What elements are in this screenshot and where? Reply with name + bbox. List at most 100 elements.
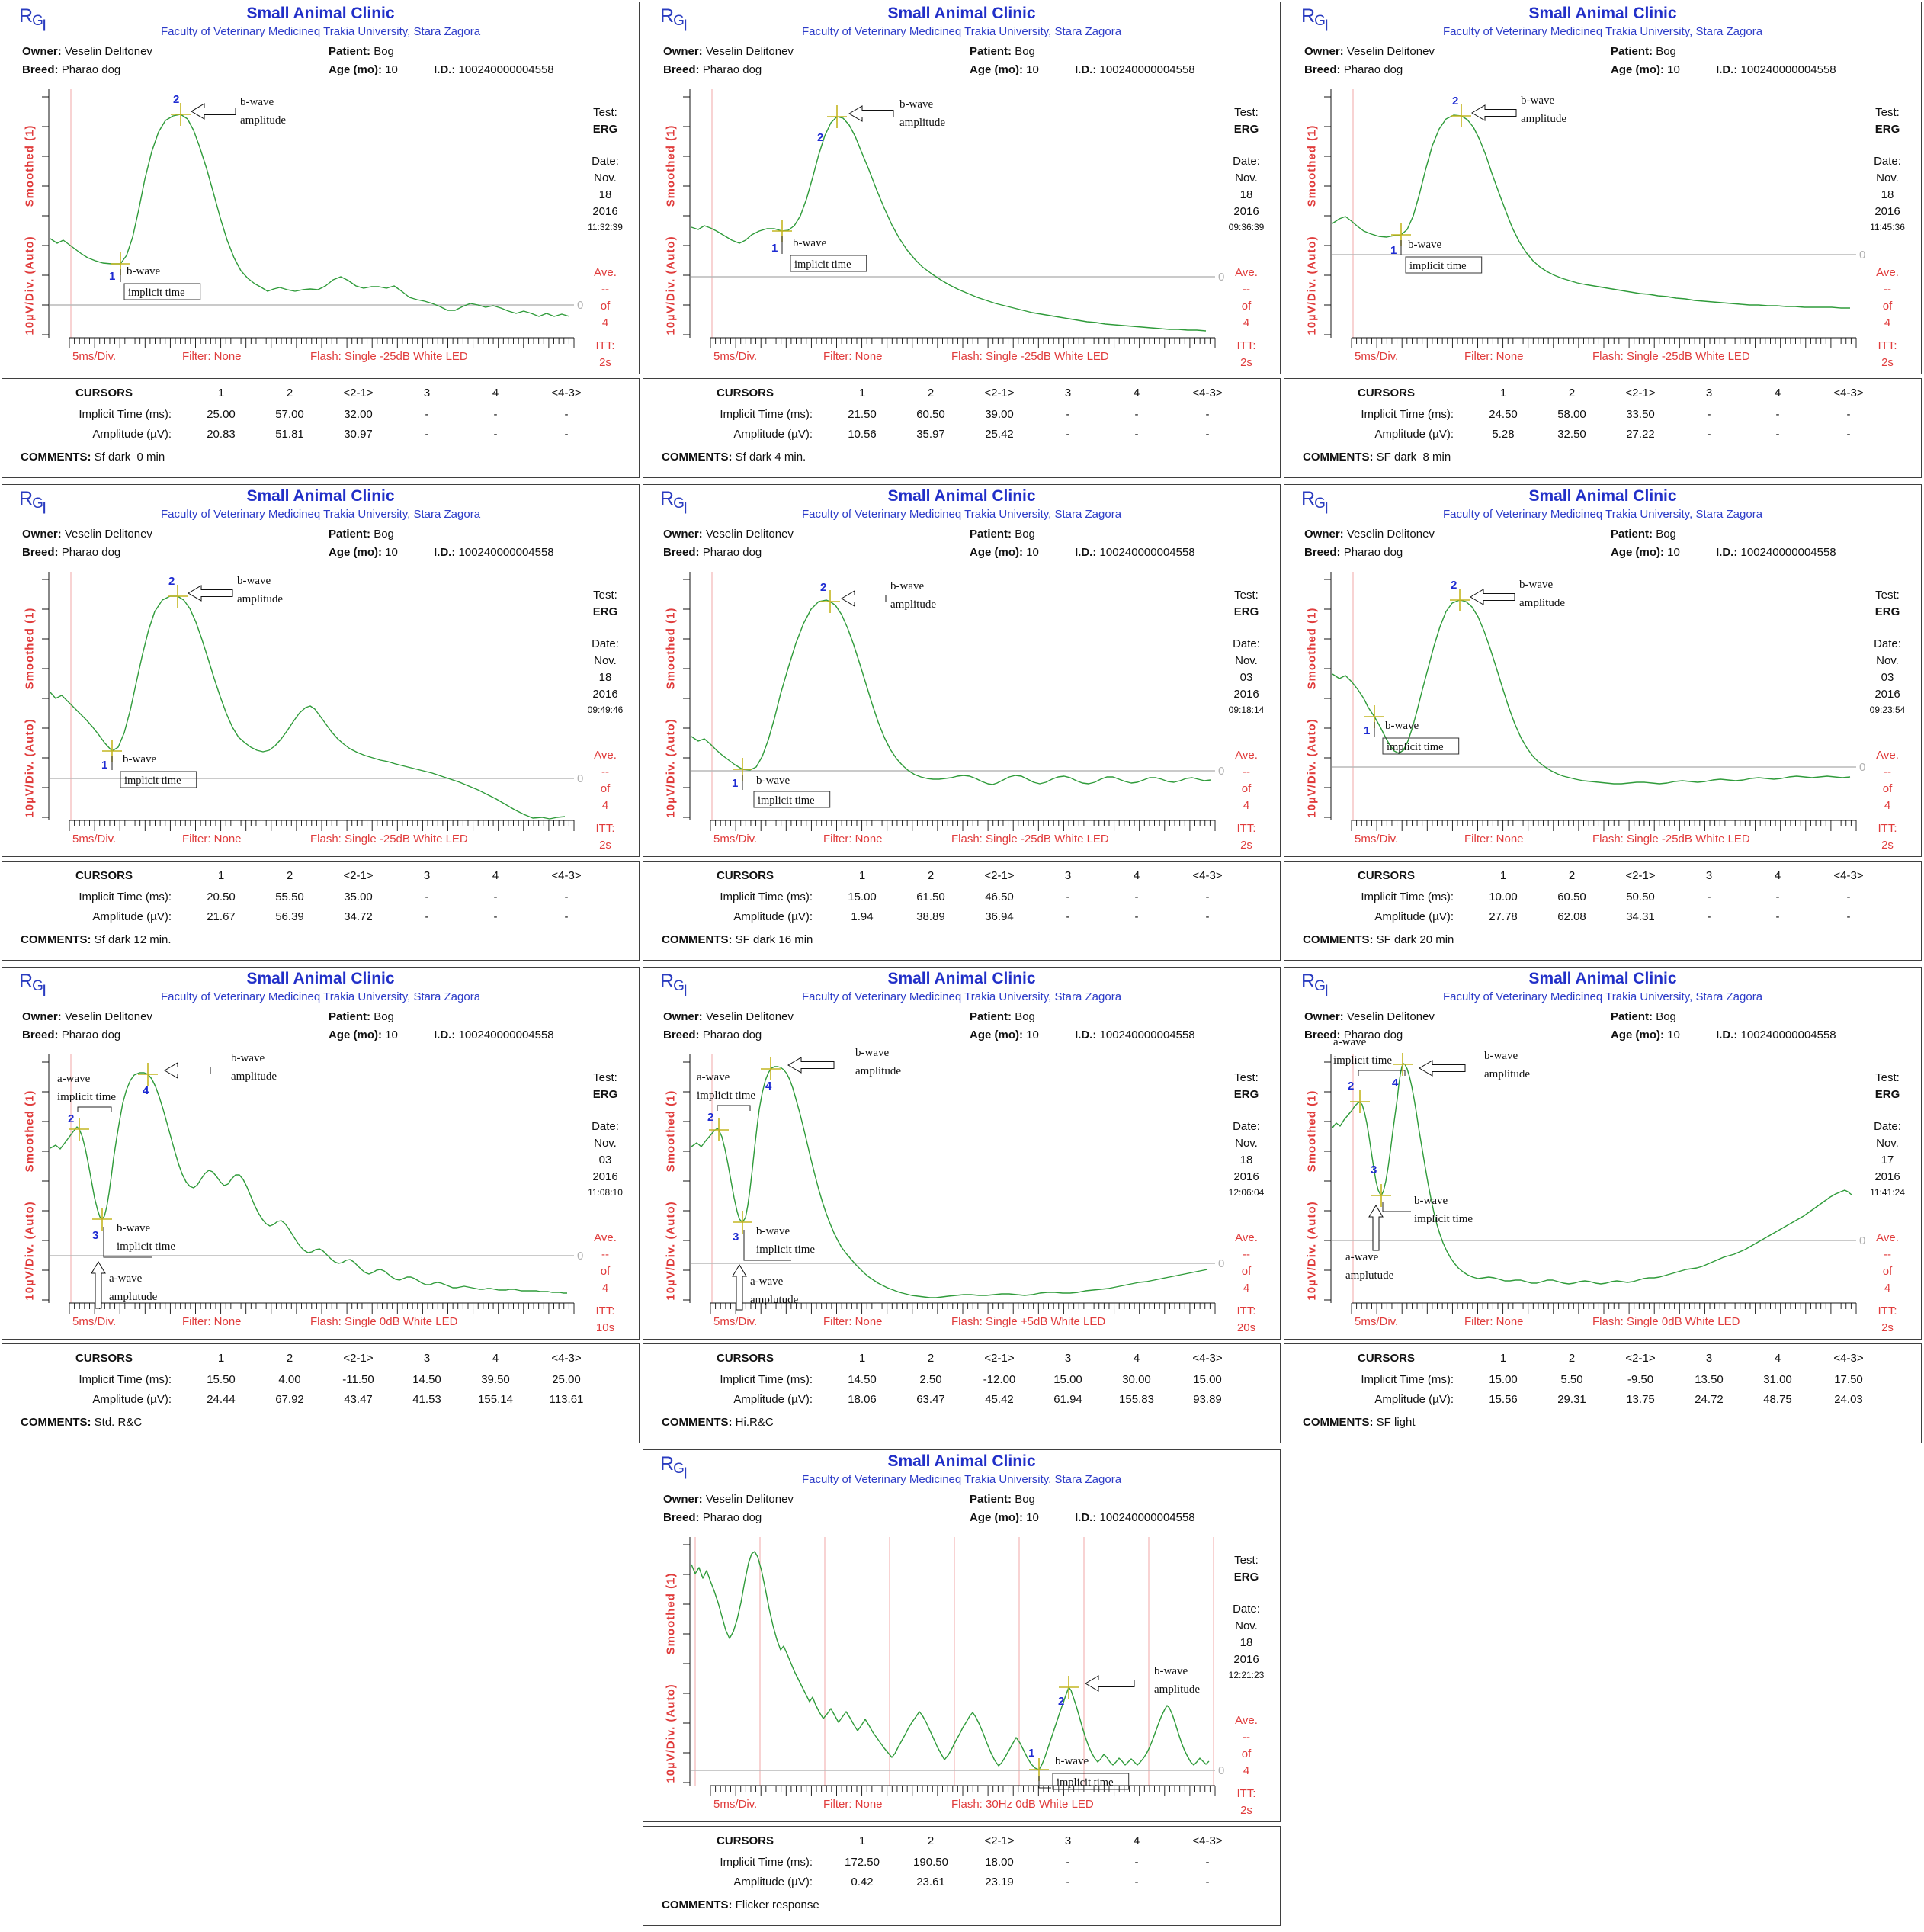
owner-label: Owner: — [22, 1010, 62, 1023]
owner-label: Owner: — [663, 45, 703, 58]
itt-value: 2s — [1881, 356, 1894, 369]
age-value: 10 — [1026, 1511, 1039, 1524]
implicit-time-value: -11.50 — [342, 1373, 374, 1386]
ave-count: 4 — [601, 799, 609, 812]
erg-chart: 0 a-wave implicit time 2 3 b-wave implicit tim… — [42, 1052, 583, 1314]
cursor-number: 1 — [1028, 1747, 1034, 1760]
implicit-time-value: - — [1134, 1856, 1139, 1869]
patient-label: Patient: — [1611, 45, 1653, 58]
cursor-column-header: 4 — [1133, 1352, 1140, 1365]
cursor-column-header: <2-1> — [984, 869, 1015, 882]
id-label: I.D.: — [434, 546, 456, 559]
cursor-number: 1 — [109, 270, 115, 283]
cursor-number: 1 — [732, 777, 738, 790]
flash-label: Flash: Single -25dB White LED — [1592, 350, 1750, 363]
implicit-time-value: 21.50 — [848, 408, 877, 421]
owner-value: Veselin Delitonev — [1346, 1010, 1435, 1023]
breed-line: Breed: Pharao dog — [1304, 63, 1403, 76]
ave-of: of — [1241, 1265, 1252, 1278]
cursor-column-header: 3 — [1064, 1834, 1072, 1847]
date-day: 17 — [1881, 1154, 1894, 1167]
implicit-time-value: 31.00 — [1763, 1373, 1792, 1386]
cursor-column-header: 4 — [1774, 1352, 1781, 1365]
id-value: 100240000004558 — [1099, 1029, 1195, 1041]
comments-value: Sf dark 12 min. — [94, 933, 172, 946]
ave-dashes: -- — [1243, 765, 1250, 778]
date-day: 03 — [1239, 671, 1253, 684]
age-value: 10 — [385, 1029, 398, 1041]
cursors-title: CURSORS — [75, 387, 133, 400]
pointer-arrow-left-icon — [188, 585, 233, 602]
date-time: 11:08:10 — [588, 1187, 623, 1198]
amplitude-value: - — [1134, 910, 1139, 923]
implicit-time-label: Implicit Time (ms): — [720, 1856, 813, 1869]
age-value: 10 — [385, 546, 398, 559]
ave-count: 4 — [1243, 316, 1250, 329]
age-line: Age (mo): 10 — [1611, 546, 1680, 559]
ave-of: of — [1882, 300, 1893, 313]
id-line: I.D.: 100240000004558 — [1716, 546, 1836, 559]
owner-line: Owner: Veselin Delitonev — [663, 1493, 794, 1506]
implicit-time-value: - — [1205, 891, 1210, 903]
amplitude-value: 41.53 — [412, 1393, 441, 1406]
implicit-time-value: 39.50 — [481, 1373, 510, 1386]
implicit-time-value: 172.50 — [845, 1856, 880, 1869]
cursor-column-header: 2 — [1568, 387, 1576, 400]
amplitude-value: - — [1775, 428, 1780, 441]
id-label: I.D.: — [1716, 546, 1738, 559]
itt-label: ITT: — [1236, 1305, 1256, 1317]
patient-value: Bog — [374, 1010, 394, 1023]
annotation-text: b-wave — [240, 96, 274, 108]
cursor-column-header: 2 — [1568, 1352, 1576, 1365]
annotation-text: b-wave — [899, 98, 933, 111]
annotation-text: b-wave — [1408, 239, 1441, 251]
x-scale-label: 5ms/Div. — [1355, 1315, 1399, 1328]
implicit-time-value: - — [425, 891, 429, 903]
measure-bracket — [1038, 1776, 1051, 1789]
comments-value: Flicker response — [735, 1898, 819, 1911]
patient-line: Patient: Bog — [1611, 1010, 1676, 1023]
implicit-time-value: 15.00 — [1053, 1373, 1082, 1386]
cursor-column-header: 2 — [1568, 869, 1576, 882]
annotation-text: b-wave — [1519, 579, 1553, 591]
date-month: Nov. — [1235, 172, 1258, 185]
itt-value: 2s — [1240, 356, 1252, 369]
breed-label: Breed: — [1304, 63, 1341, 76]
owner-line: Owner: Veselin Delitonev — [1304, 1010, 1435, 1023]
implicit-time-value: 39.00 — [985, 408, 1014, 421]
x-scale-label: 5ms/Div. — [713, 833, 758, 846]
annotation-text: implicit time — [756, 1244, 815, 1256]
annotation-text: amplitude — [890, 599, 936, 611]
age-line: Age (mo): 10 — [970, 546, 1039, 559]
erg-panel-10: 0 1 b-wave implicit time 2 b-wave amplitude RG… — [641, 1448, 1282, 1930]
amplitude-value: 38.89 — [916, 910, 945, 923]
implicit-time-value: - — [1846, 408, 1851, 421]
implicit-time-label: Implicit Time (ms): — [1361, 891, 1454, 903]
clinic-title: Small Animal Clinic — [246, 970, 395, 987]
implicit-time-value: - — [493, 891, 498, 903]
amplitude-value: - — [1066, 428, 1070, 441]
erg-chart: 0 1 b-wave implicit time 2 b-wave amplitude — [683, 89, 1224, 348]
x-scale-label: 5ms/Div. — [713, 350, 758, 363]
annotation-text: amplitude — [899, 117, 945, 129]
date-year: 2016 — [592, 1170, 618, 1183]
implicit-time-value: 15.00 — [1489, 1373, 1518, 1386]
id-value: 100240000004558 — [1740, 1029, 1836, 1041]
test-value: ERG — [1233, 123, 1259, 136]
implicit-time-value: 14.50 — [412, 1373, 441, 1386]
amplitude-value: 23.19 — [985, 1876, 1014, 1889]
owner-line: Owner: Veselin Delitonev — [22, 1010, 152, 1023]
clinic-logo-icon: RG| — [1301, 488, 1328, 514]
chart-box: 0 1 b-wave implicit time 2 b-wave amplitude RG… — [643, 1449, 1281, 1822]
pointer-arrow-up-icon — [91, 1261, 106, 1309]
annotation-box — [123, 283, 201, 300]
clinic-title: Small Animal Clinic — [887, 970, 1036, 987]
implicit-time-value: - — [1066, 408, 1070, 421]
cursor-column-header: 1 — [217, 1352, 225, 1365]
itt-label: ITT: — [1878, 339, 1897, 352]
breed-line: Breed: Pharao dog — [663, 1511, 762, 1524]
clinic-title: Small Animal Clinic — [1528, 487, 1677, 505]
implicit-time-value: 2.50 — [919, 1373, 942, 1386]
clinic-logo-icon: RG| — [19, 971, 46, 996]
age-label: Age (mo): — [329, 63, 382, 76]
